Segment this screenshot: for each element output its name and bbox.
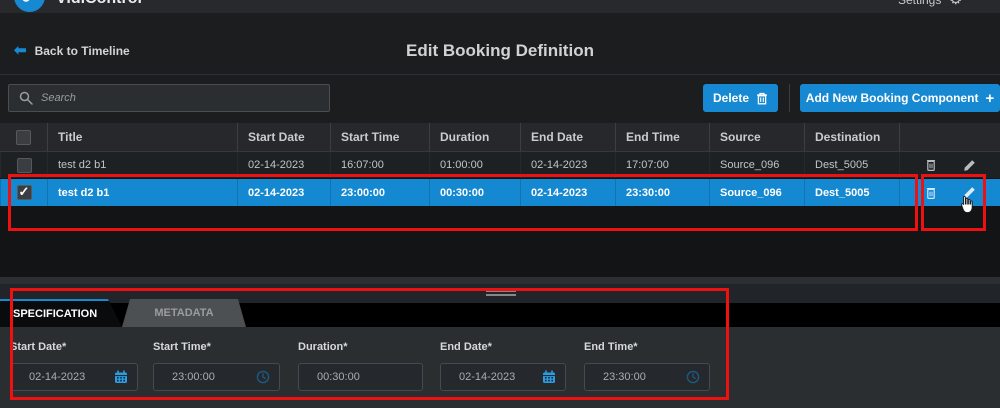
duration-label: Duration* [298, 341, 348, 353]
col-end-date[interactable]: End Date [520, 123, 615, 151]
select-all-checkbox[interactable] [16, 129, 31, 145]
start-time-input[interactable] [154, 371, 232, 383]
cell-end-time: 17:07:00 [615, 152, 709, 178]
add-button-label: Add New Booking Component [805, 91, 979, 105]
col-end-time[interactable]: End Time [615, 123, 709, 151]
page-title: Edit Booking Definition [406, 41, 594, 60]
col-destination[interactable]: Destination [804, 123, 899, 151]
search-input[interactable] [41, 92, 301, 104]
row-delete-icon[interactable] [924, 158, 938, 173]
calendar-icon[interactable] [114, 370, 128, 384]
cell-destination: Dest_5005 [804, 179, 899, 206]
row-checkbox-cell [0, 152, 47, 178]
table-header-row: Title Start Date Start Time Duration End… [0, 123, 1000, 152]
col-start-date[interactable]: Start Date [237, 123, 330, 151]
calendar-icon[interactable] [542, 370, 556, 384]
topbar: VidiControl Settings ⚙ [0, 0, 1000, 13]
row-actions [899, 179, 1000, 206]
cell-end-date: 02-14-2023 [520, 152, 615, 178]
back-arrow-icon: ⬅ [14, 42, 27, 59]
page-header: ⬅ Back to Timeline Edit Booking Definiti… [0, 13, 1000, 75]
cell-title: test d2 b1 [47, 152, 237, 178]
gear-icon[interactable]: ⚙ [949, 0, 962, 8]
table-panel-separator [0, 277, 1000, 284]
duration-input-wrap[interactable] [298, 363, 423, 391]
header-checkbox-cell [0, 123, 47, 151]
search-icon [19, 91, 33, 105]
duration-field: Duration* [298, 341, 423, 391]
settings-button[interactable]: Settings [898, 0, 942, 7]
back-to-timeline-link[interactable]: ⬅ Back to Timeline [14, 43, 130, 58]
tab-specification[interactable]: SPECIFICATION [0, 299, 122, 327]
end-time-input[interactable] [585, 371, 663, 383]
search-box[interactable] [8, 84, 330, 112]
cell-start-date: 02-14-2023 [237, 152, 330, 178]
table-row-selected[interactable]: test d2 b1 02-14-2023 23:00:00 00:30:00 … [0, 179, 1000, 206]
end-date-input-wrap[interactable] [440, 363, 566, 391]
cell-start-time: 16:07:00 [330, 152, 429, 178]
delete-button[interactable]: Delete [703, 84, 778, 112]
col-source[interactable]: Source [709, 123, 804, 151]
booking-components-table: Title Start Date Start Time Duration End… [0, 123, 1000, 277]
cell-start-time: 23:00:00 [330, 179, 429, 206]
end-time-label: End Time* [584, 341, 638, 353]
start-date-input-wrap[interactable] [10, 363, 138, 391]
app-title: VidiControl [56, 0, 142, 8]
cell-source: Source_096 [709, 152, 804, 178]
col-duration[interactable]: Duration [429, 123, 520, 151]
tab-metadata-label: METADATA [154, 307, 214, 319]
end-date-label: End Date* [440, 341, 492, 353]
start-time-input-wrap[interactable] [153, 363, 280, 391]
row-checkbox[interactable] [16, 157, 32, 173]
clock-icon[interactable] [686, 370, 700, 384]
tab-specification-label: SPECIFICATION [13, 308, 98, 320]
start-date-label: Start Date* [10, 341, 67, 353]
cell-destination: Dest_5005 [804, 152, 899, 178]
duration-input[interactable] [299, 371, 377, 383]
cell-duration: 01:00:00 [429, 152, 520, 178]
start-time-field: Start Time* [153, 341, 280, 391]
back-link-label: Back to Timeline [34, 43, 130, 58]
toolbar-divider [789, 84, 790, 112]
end-date-input[interactable] [441, 371, 519, 383]
cell-duration: 00:30:00 [429, 179, 520, 206]
app-logo[interactable] [14, 0, 45, 12]
end-date-field: End Date* [440, 341, 566, 391]
table-row[interactable]: test d2 b1 02-14-2023 16:07:00 01:00:00 … [0, 152, 1000, 179]
col-title[interactable]: Title [47, 123, 237, 151]
key-link-icon [22, 0, 29, 2]
start-time-label: Start Time* [153, 341, 211, 353]
cell-title: test d2 b1 [47, 179, 237, 206]
toolbar: Delete Add New Booking Component [0, 76, 1000, 123]
row-delete-icon[interactable] [924, 185, 938, 200]
col-actions [899, 123, 1000, 151]
row-checkbox-cell [0, 179, 47, 206]
add-booking-component-button[interactable]: Add New Booking Component [800, 84, 1000, 112]
specification-panel: Start Date* Start Time* Duration* [0, 327, 1000, 408]
clock-icon[interactable] [256, 370, 270, 384]
cell-end-time: 23:30:00 [615, 179, 709, 206]
row-edit-icon[interactable] [962, 185, 976, 200]
row-edit-icon[interactable] [962, 158, 976, 173]
end-time-field: End Time* [584, 341, 710, 391]
col-start-time[interactable]: Start Time [330, 123, 429, 151]
plus-icon [985, 90, 994, 107]
row-checkbox-checked[interactable] [16, 184, 32, 200]
panel-tabbar: SPECIFICATION METADATA [0, 299, 1000, 327]
delete-button-label: Delete [712, 91, 750, 105]
start-date-input[interactable] [11, 371, 89, 383]
tab-metadata[interactable]: METADATA [122, 299, 246, 327]
cell-end-date: 02-14-2023 [520, 179, 615, 206]
cell-source: Source_096 [709, 179, 804, 206]
end-time-input-wrap[interactable] [584, 363, 710, 391]
drag-handle-icon[interactable] [486, 290, 516, 298]
start-date-field: Start Date* [10, 341, 138, 391]
trash-icon [757, 92, 768, 104]
cell-start-date: 02-14-2023 [237, 179, 330, 206]
row-actions [899, 152, 1000, 178]
